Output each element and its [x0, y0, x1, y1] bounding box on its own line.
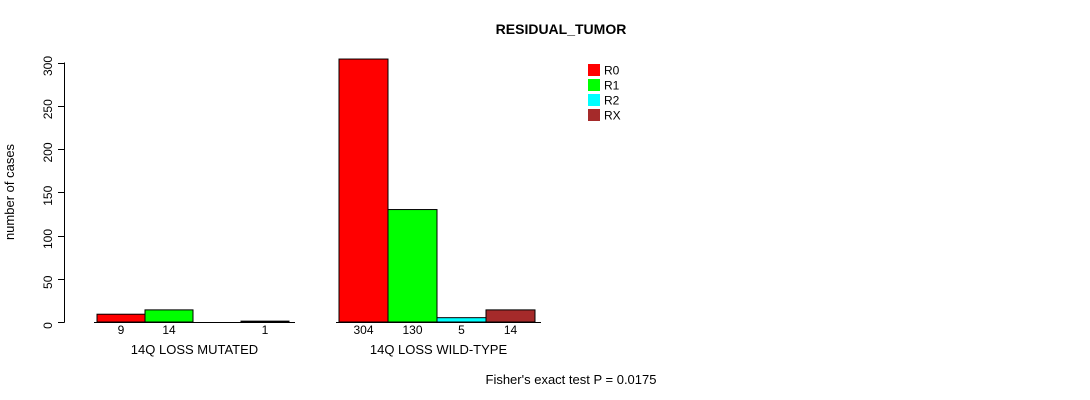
legend-swatch-r2: [588, 94, 600, 106]
y-tick-label: 300: [41, 56, 55, 76]
legend-swatch-r1: [588, 79, 600, 91]
bar-r1-group2: [387, 209, 438, 323]
bar-r0-group2: [338, 58, 389, 323]
legend-label-r2: R2: [604, 94, 620, 108]
legend-swatch-rx: [588, 109, 600, 121]
bar-count-label: 14: [162, 323, 176, 337]
y-tick-label: 150: [41, 185, 55, 205]
bar-count-label: 5: [458, 323, 465, 337]
legend-label-r0: R0: [604, 64, 620, 78]
group-label: 14Q LOSS WILD-TYPE: [370, 342, 508, 357]
y-axis-title: number of cases: [2, 143, 17, 240]
group-label: 14Q LOSS MUTATED: [131, 342, 258, 357]
y-tick-label: 0: [41, 322, 55, 329]
bar-count-label: 9: [118, 323, 125, 337]
y-tick-label: 50: [41, 275, 55, 289]
bar-count-label: 14: [504, 323, 518, 337]
bar-rx-group2: [485, 309, 536, 323]
bar-count-label: 130: [402, 323, 422, 337]
bar-count-label: 304: [353, 323, 373, 337]
bar-r1-group1: [144, 309, 194, 323]
chart-title: RESIDUAL_TUMOR: [496, 21, 627, 37]
y-tick-label: 100: [41, 229, 55, 249]
plot-area: 0 50 100 150 200 250 300 9 14 1 14Q LOSS MUTATED 30…: [41, 56, 621, 357]
legend-swatch-r0: [588, 64, 600, 76]
bar-r2-group2: [436, 317, 487, 323]
legend-label-r1: R1: [604, 79, 620, 93]
fisher-test-annotation: Fisher's exact test P = 0.0175: [486, 372, 657, 387]
bar-count-label: 1: [262, 323, 269, 337]
bar-rx-group1: [240, 320, 290, 323]
y-tick-label: 200: [41, 142, 55, 162]
bar-r0-group1: [96, 313, 146, 323]
legend-label-rx: RX: [604, 109, 621, 123]
y-tick-label: 250: [41, 99, 55, 119]
